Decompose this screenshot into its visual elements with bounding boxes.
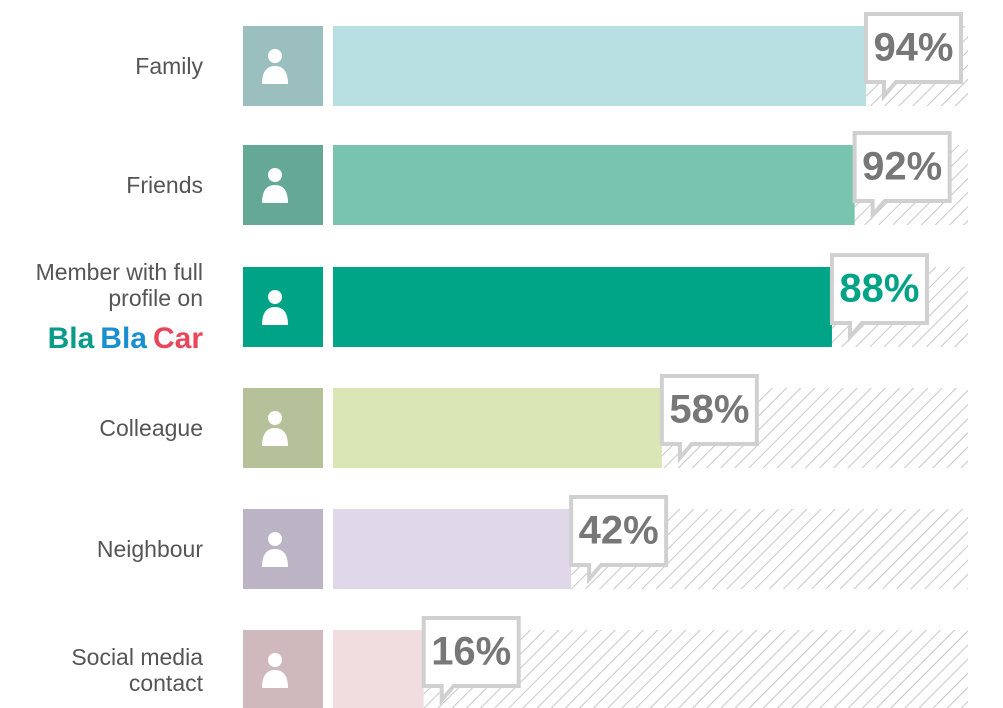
icon-body [262,307,288,325]
icon-head [268,49,282,63]
category-label: Friends [126,172,203,198]
bar [333,630,424,708]
value-label: 88% [839,267,919,311]
icon-box [243,388,323,468]
brand-part: Car [152,322,203,355]
icon-box [243,509,323,589]
value-callout [863,12,963,102]
value-label: 92% [862,145,942,189]
value-callout [659,374,759,464]
icon-body [262,670,288,688]
bar [333,145,855,225]
category-label: Family [135,53,203,79]
value-callout [852,131,952,221]
icon-head [268,411,282,425]
brand-part: Bla [100,322,147,355]
category-label: Social media contact [71,644,203,696]
bar [333,509,572,589]
bar [333,388,662,468]
brand-logo: Bla Bla Car [48,322,203,356]
icon-head [268,653,282,667]
icon-body [262,549,288,567]
icon-body [262,185,288,203]
icon-body [262,66,288,84]
icon-box [243,630,323,708]
category-label: Neighbour [96,536,203,562]
brand-part: Bla [47,322,95,355]
icon-box [243,145,323,225]
icon-body [262,428,288,446]
icon-box [243,26,323,106]
icon-box [243,267,323,347]
category-label: Member with full profile on [35,259,203,311]
bar [333,26,866,106]
category-label: Colleague [99,415,203,441]
icon-head [268,168,282,182]
value-callout [421,616,521,706]
value-label: 58% [669,388,749,432]
bar [333,267,832,347]
icon-head [268,532,282,546]
value-label: 16% [431,630,511,674]
value-callout [569,495,669,585]
value-callout [829,253,929,343]
value-label: 94% [873,26,953,70]
value-label: 42% [579,509,659,553]
icon-head [268,290,282,304]
